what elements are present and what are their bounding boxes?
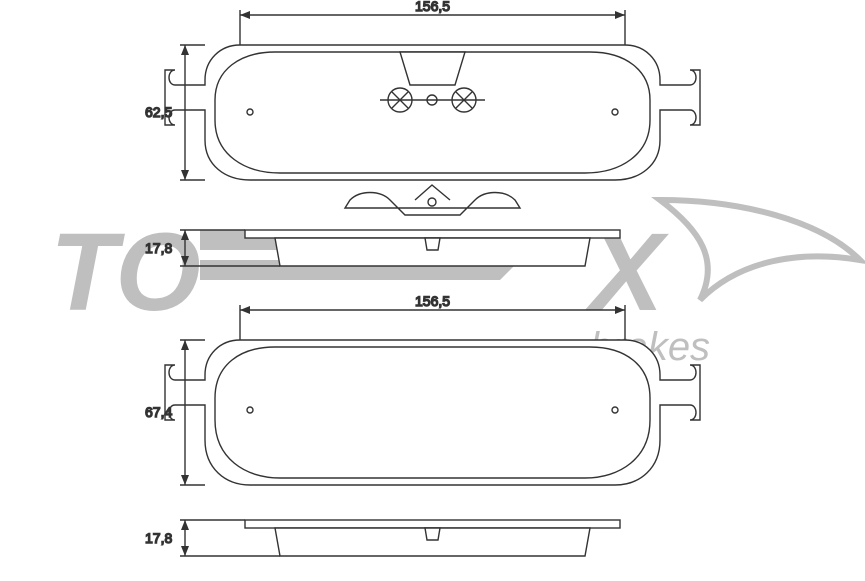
bottom-pad-front [165,340,700,485]
bottom-side-plate [245,520,620,528]
watermark-wing [660,200,860,300]
bottom-friction-material [215,347,650,478]
watermark-left: TO [50,211,201,334]
bottom-hole-right [612,407,618,413]
dim-mid-thickness-label: 17,8 [145,240,172,256]
spring-clip [345,185,520,215]
dim-bottom-width: 156,5 [240,293,625,340]
dim-top-height-label: 62,5 [145,104,172,120]
dim-bottom-thickness-label: 17,8 [145,530,172,546]
top-hole-left [247,109,253,115]
bottom-pad-side [245,520,620,556]
dim-top-height: 62,5 [145,45,205,180]
dim-bottom-height-label: 67,4 [145,404,172,420]
top-hole-right [612,109,618,115]
top-pad-front [165,45,700,180]
dim-bottom-height: 67,4 [145,340,205,485]
dim-bottom-width-label: 156,5 [415,293,450,309]
dim-top-width-label: 156,5 [415,0,450,14]
top-pad-side [245,230,620,266]
bottom-hole-left [247,407,253,413]
top-side-plate [245,230,620,238]
dim-top-width: 156,5 [240,0,625,45]
